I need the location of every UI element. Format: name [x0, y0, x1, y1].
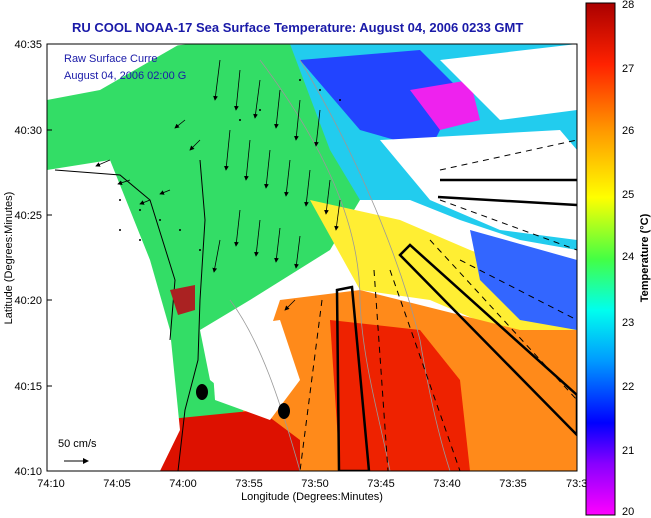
colorbar-tick: 21: [622, 445, 634, 457]
scale-label: 50 cm/s: [58, 438, 97, 450]
map-frame: [46, 43, 578, 472]
sst-magenta-patch: [410, 80, 480, 130]
no-data-patch: [47, 44, 180, 100]
sst-map: [47, 44, 577, 471]
x-tick-label: 73:45: [367, 478, 395, 490]
y-axis-label: Latitude (Degrees:Minutes): [3, 192, 15, 325]
y-tick-label: 40:30: [14, 125, 42, 137]
overlay-line2: August 04, 2006 02:00 G: [64, 70, 186, 82]
x-axis-label: Longitude (Degrees:Minutes): [241, 491, 383, 503]
x-tick-label: 73:35: [499, 478, 527, 490]
y-tick-label: 40:25: [14, 210, 42, 222]
y-axis: 40:35 40:30 40:25 40:20 40:15 40:10 Lati…: [3, 39, 52, 478]
x-tick-label: 74:00: [169, 478, 197, 490]
x-axis: 74:10 74:05 74:00 73:55 73:50 73:45 73:4…: [37, 478, 587, 503]
y-tick-label: 40:20: [14, 295, 42, 307]
current-vectors: [95, 59, 341, 311]
shipping-lanes: [335, 178, 577, 471]
figure-title: RU COOL NOAA-17 Sea Surface Temperature:…: [72, 20, 523, 35]
coastline: [177, 159, 206, 471]
station-marker: [278, 403, 290, 419]
colorbar-label: Temperature (°C): [639, 213, 651, 302]
x-tick-label: 73:50: [301, 478, 329, 490]
x-tick-label: 74:05: [103, 478, 131, 490]
x-tick-label: 73:40: [433, 478, 461, 490]
no-data-patch: [380, 130, 577, 240]
colorbar-tick: 20: [622, 506, 634, 518]
colorbar-tick: 25: [622, 189, 634, 201]
vector-dots: [119, 79, 341, 251]
no-data-patch: [47, 160, 180, 471]
sst-blue-offshore: [470, 230, 577, 330]
x-tick-label: 74:10: [37, 478, 65, 490]
colorbar-tick: 24: [622, 251, 634, 263]
station-marker: [196, 384, 208, 400]
colorbar-scale: [585, 2, 616, 516]
colorbar-tick: 28: [622, 0, 634, 11]
sst-red-nearshore: [160, 410, 300, 471]
y-tick-label: 40:35: [14, 39, 42, 51]
y-tick-label: 40:15: [14, 381, 42, 393]
colorbar-tick: 23: [622, 317, 634, 329]
no-data-patch: [210, 320, 300, 420]
y-tick-label: 40:10: [14, 466, 42, 478]
x-tick-label: 73:3: [566, 478, 587, 490]
land-red-patch: [170, 285, 195, 315]
sst-blue-band: [300, 50, 460, 150]
x-tick-label: 73:55: [235, 478, 263, 490]
colorbar: 28 27 26 25 24 23 22 21 20 Temperature (…: [585, 0, 651, 518]
bathymetry-contour: [259, 59, 391, 471]
bathymetry-contour: [299, 59, 451, 471]
overlay-line1: Raw Surface Curre: [64, 53, 158, 65]
colorbar-tick: 26: [622, 125, 634, 137]
colorbar-tick: 22: [622, 381, 634, 393]
no-data-patch: [440, 44, 577, 120]
bathymetry-contour: [229, 299, 301, 471]
colorbar-tick: 27: [622, 63, 634, 75]
